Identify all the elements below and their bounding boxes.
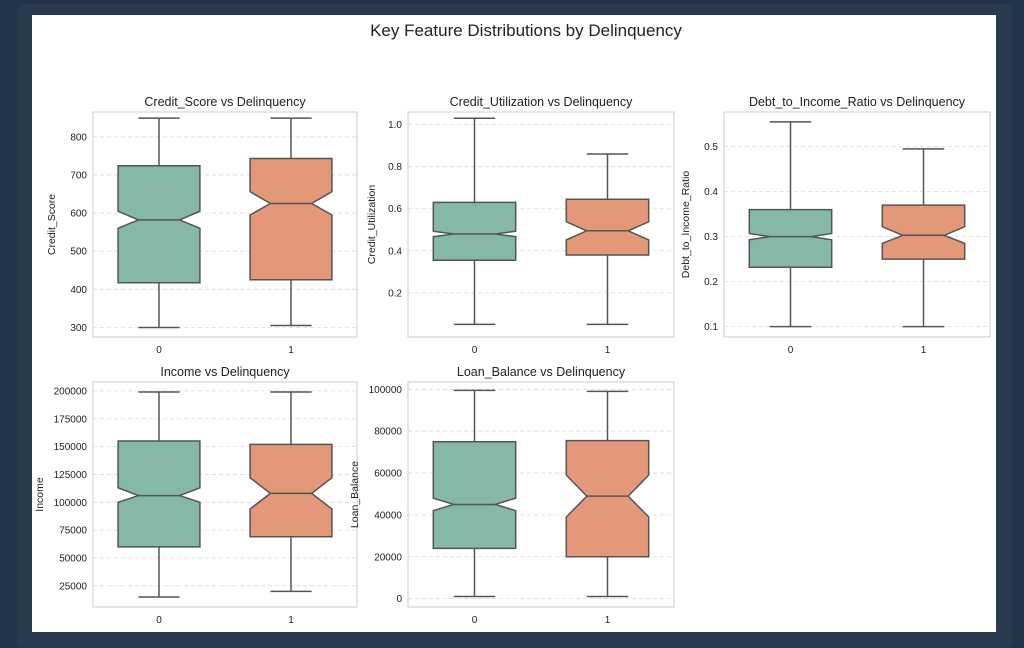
axes-frame <box>407 381 675 608</box>
subplot-title: Credit_Utilization vs Delinquency <box>450 95 633 109</box>
box-group-1: 1 <box>249 391 333 626</box>
box-group-1: 1 <box>565 153 650 356</box>
y-tick-label: 50000 <box>59 553 87 564</box>
y-tick-label: 40000 <box>374 510 402 521</box>
y-tick-label: 200000 <box>54 386 88 397</box>
y-tick-label: 0.4 <box>388 246 402 257</box>
box-body <box>117 440 201 548</box>
subplot-title: Income vs Delinquency <box>160 365 290 379</box>
figure-suptitle: Key Feature Distributions by Delinquency <box>370 21 682 40</box>
y-tick-label: 0.3 <box>704 232 718 243</box>
x-tick-label: 0 <box>788 345 794 356</box>
x-tick-label: 0 <box>156 345 162 356</box>
y-tick-label: 100000 <box>369 385 403 396</box>
box-body <box>432 440 517 550</box>
box-body <box>881 204 966 260</box>
y-tick-label: 0.5 <box>704 142 718 153</box>
x-tick-label: 0 <box>472 345 478 356</box>
box-body <box>748 208 833 268</box>
box-group-0: 0 <box>748 121 833 356</box>
box-body <box>432 201 517 261</box>
box-body <box>249 443 333 538</box>
x-tick-label: 1 <box>288 615 294 626</box>
subplot-3: 0.1 0.2 0.3 0.4 0.5 Debt_to_Income_Ratio vs D… <box>680 95 991 356</box>
subplot-2: 0.2 0.4 0.6 0.8 1.0 Credit_Utilization vs Del… <box>366 95 675 356</box>
box-group-1: 1 <box>565 390 650 626</box>
y-tick-label: 150000 <box>54 442 88 453</box>
y-axis-label: Credit_Score <box>46 194 58 255</box>
figure-canvas: Key Feature Distributions by Delinquency… <box>32 15 996 632</box>
y-tick-label: 80000 <box>374 427 402 438</box>
axes-frame <box>723 111 991 338</box>
axes-frame <box>407 111 675 338</box>
box-group-0: 0 <box>432 389 517 626</box>
box-group-1: 1 <box>881 148 966 356</box>
y-tick-label: 300 <box>70 323 87 334</box>
subplot-title: Loan_Balance vs Delinquency <box>457 365 626 379</box>
subplot-title: Debt_to_Income_Ratio vs Delinquency <box>749 95 966 109</box>
y-axis-label: Debt_to_Income_Ratio <box>680 171 692 279</box>
box-body <box>117 165 201 284</box>
y-tick-label: 60000 <box>374 469 402 480</box>
y-tick-label: 500 <box>70 247 87 258</box>
box-group-0: 0 <box>117 117 201 356</box>
x-tick-label: 1 <box>288 345 294 356</box>
box-body <box>565 439 650 558</box>
box-body <box>249 157 333 281</box>
y-tick-label: 20000 <box>374 552 402 563</box>
y-axis-label: Income <box>34 477 46 512</box>
figure-svg: Key Feature Distributions by Delinquency… <box>34 21 991 626</box>
y-tick-label: 75000 <box>59 526 87 537</box>
x-tick-label: 1 <box>605 615 611 626</box>
y-tick-label: 175000 <box>54 414 88 425</box>
box-group-1: 1 <box>249 117 333 356</box>
x-tick-label: 0 <box>156 615 162 626</box>
axes-frame <box>92 111 358 338</box>
subplot-5: 0 20000 40000 60000 80000 100000 Loan_Balance … <box>349 365 675 626</box>
y-tick-label: 125000 <box>54 470 88 481</box>
y-tick-label: 1.0 <box>388 120 402 131</box>
x-tick-label: 0 <box>472 615 478 626</box>
y-tick-label: 25000 <box>59 581 87 592</box>
box-group-0: 0 <box>117 391 201 626</box>
subplots: 300 400 500 600 700 800 Credit_Score vs Delinq… <box>34 95 991 626</box>
axes-frame <box>92 381 358 608</box>
y-tick-label: 700 <box>70 170 87 181</box>
y-tick-label: 100000 <box>54 498 88 509</box>
x-tick-label: 1 <box>605 345 611 356</box>
y-tick-label: 0.4 <box>704 187 718 198</box>
y-tick-label: 400 <box>70 285 87 296</box>
box-group-0: 0 <box>432 117 517 356</box>
y-tick-label: 800 <box>70 132 87 143</box>
y-tick-label: 600 <box>70 209 87 220</box>
subplot-1: 300 400 500 600 700 800 Credit_Score vs Delinq… <box>46 95 358 356</box>
y-tick-label: 0.6 <box>388 204 402 215</box>
y-tick-label: 0.8 <box>388 162 402 173</box>
x-tick-label: 1 <box>921 345 927 356</box>
y-tick-label: 0.1 <box>704 322 718 333</box>
subplot-title: Credit_Score vs Delinquency <box>144 95 306 109</box>
subplot-4: 25000 50000 75000 100000 125000 150000 175000 2… <box>34 365 358 626</box>
box-body <box>565 198 650 256</box>
y-tick-label: 0 <box>396 594 402 605</box>
y-axis-label: Loan_Balance <box>349 461 361 528</box>
y-axis-label: Credit_Utilization <box>366 185 378 265</box>
y-tick-label: 0.2 <box>388 288 402 299</box>
y-tick-label: 0.2 <box>704 277 718 288</box>
